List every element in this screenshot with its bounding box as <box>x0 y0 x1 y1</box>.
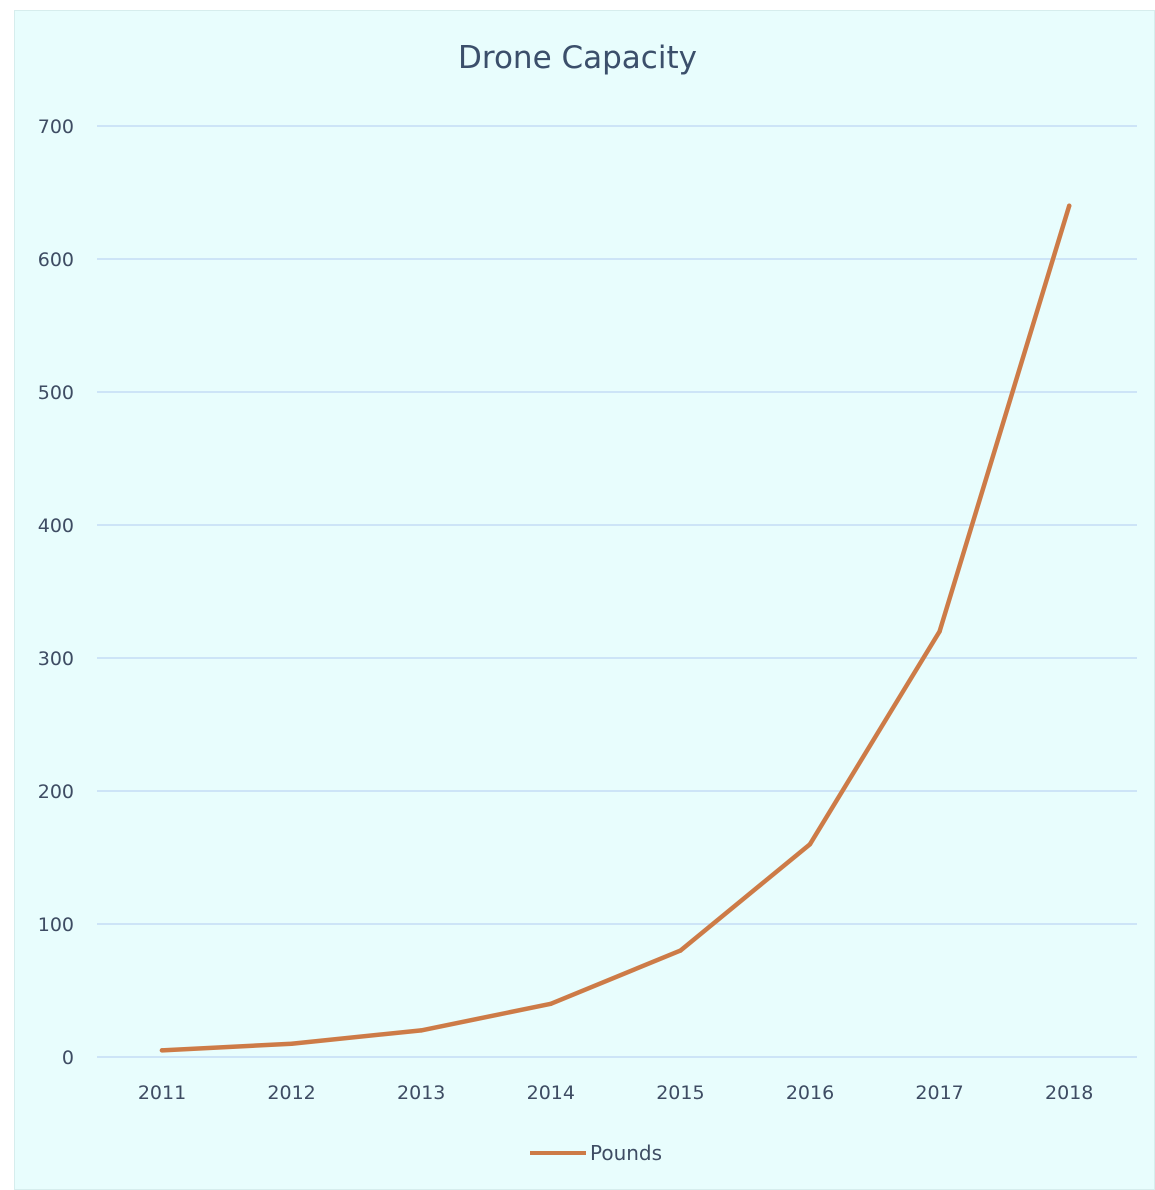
y-tick-label-600: 600 <box>38 249 74 271</box>
x-tick-label-2018: 2018 <box>1045 1082 1093 1104</box>
x-tick-label-2015: 2015 <box>656 1082 704 1104</box>
data-point-2018 <box>1067 203 1072 208</box>
y-tick-label-700: 700 <box>38 116 74 138</box>
x-tick-label-2016: 2016 <box>786 1082 834 1104</box>
y-tick-label-200: 200 <box>38 781 74 803</box>
y-tick-label-100: 100 <box>38 914 74 936</box>
x-tick-label-2013: 2013 <box>397 1082 445 1104</box>
data-point-2014 <box>548 1001 553 1006</box>
legend-label-pounds: Pounds <box>590 1141 663 1165</box>
x-tick-label-2012: 2012 <box>267 1082 315 1104</box>
y-tick-label-0: 0 <box>62 1047 74 1069</box>
data-point-2012 <box>289 1041 294 1046</box>
data-point-2017 <box>937 629 942 634</box>
x-tick-label-2014: 2014 <box>527 1082 575 1104</box>
data-point-2011 <box>159 1048 165 1053</box>
legend: Pounds <box>530 1141 662 1165</box>
data-point-2016 <box>807 842 813 847</box>
chart-panel <box>14 10 1155 1190</box>
data-point-2015 <box>678 948 683 953</box>
y-tick-label-400: 400 <box>38 515 74 537</box>
x-tick-label-2011: 2011 <box>138 1082 186 1104</box>
data-point-2013 <box>419 1028 424 1033</box>
chart-title: Drone Capacity <box>458 40 697 76</box>
series-line-pounds <box>159 203 1072 1053</box>
x-tick-label-2017: 2017 <box>915 1082 963 1104</box>
y-tick-label-300: 300 <box>38 648 74 670</box>
y-tick-label-500: 500 <box>38 382 74 404</box>
legend-swatch-pounds <box>530 1151 586 1155</box>
